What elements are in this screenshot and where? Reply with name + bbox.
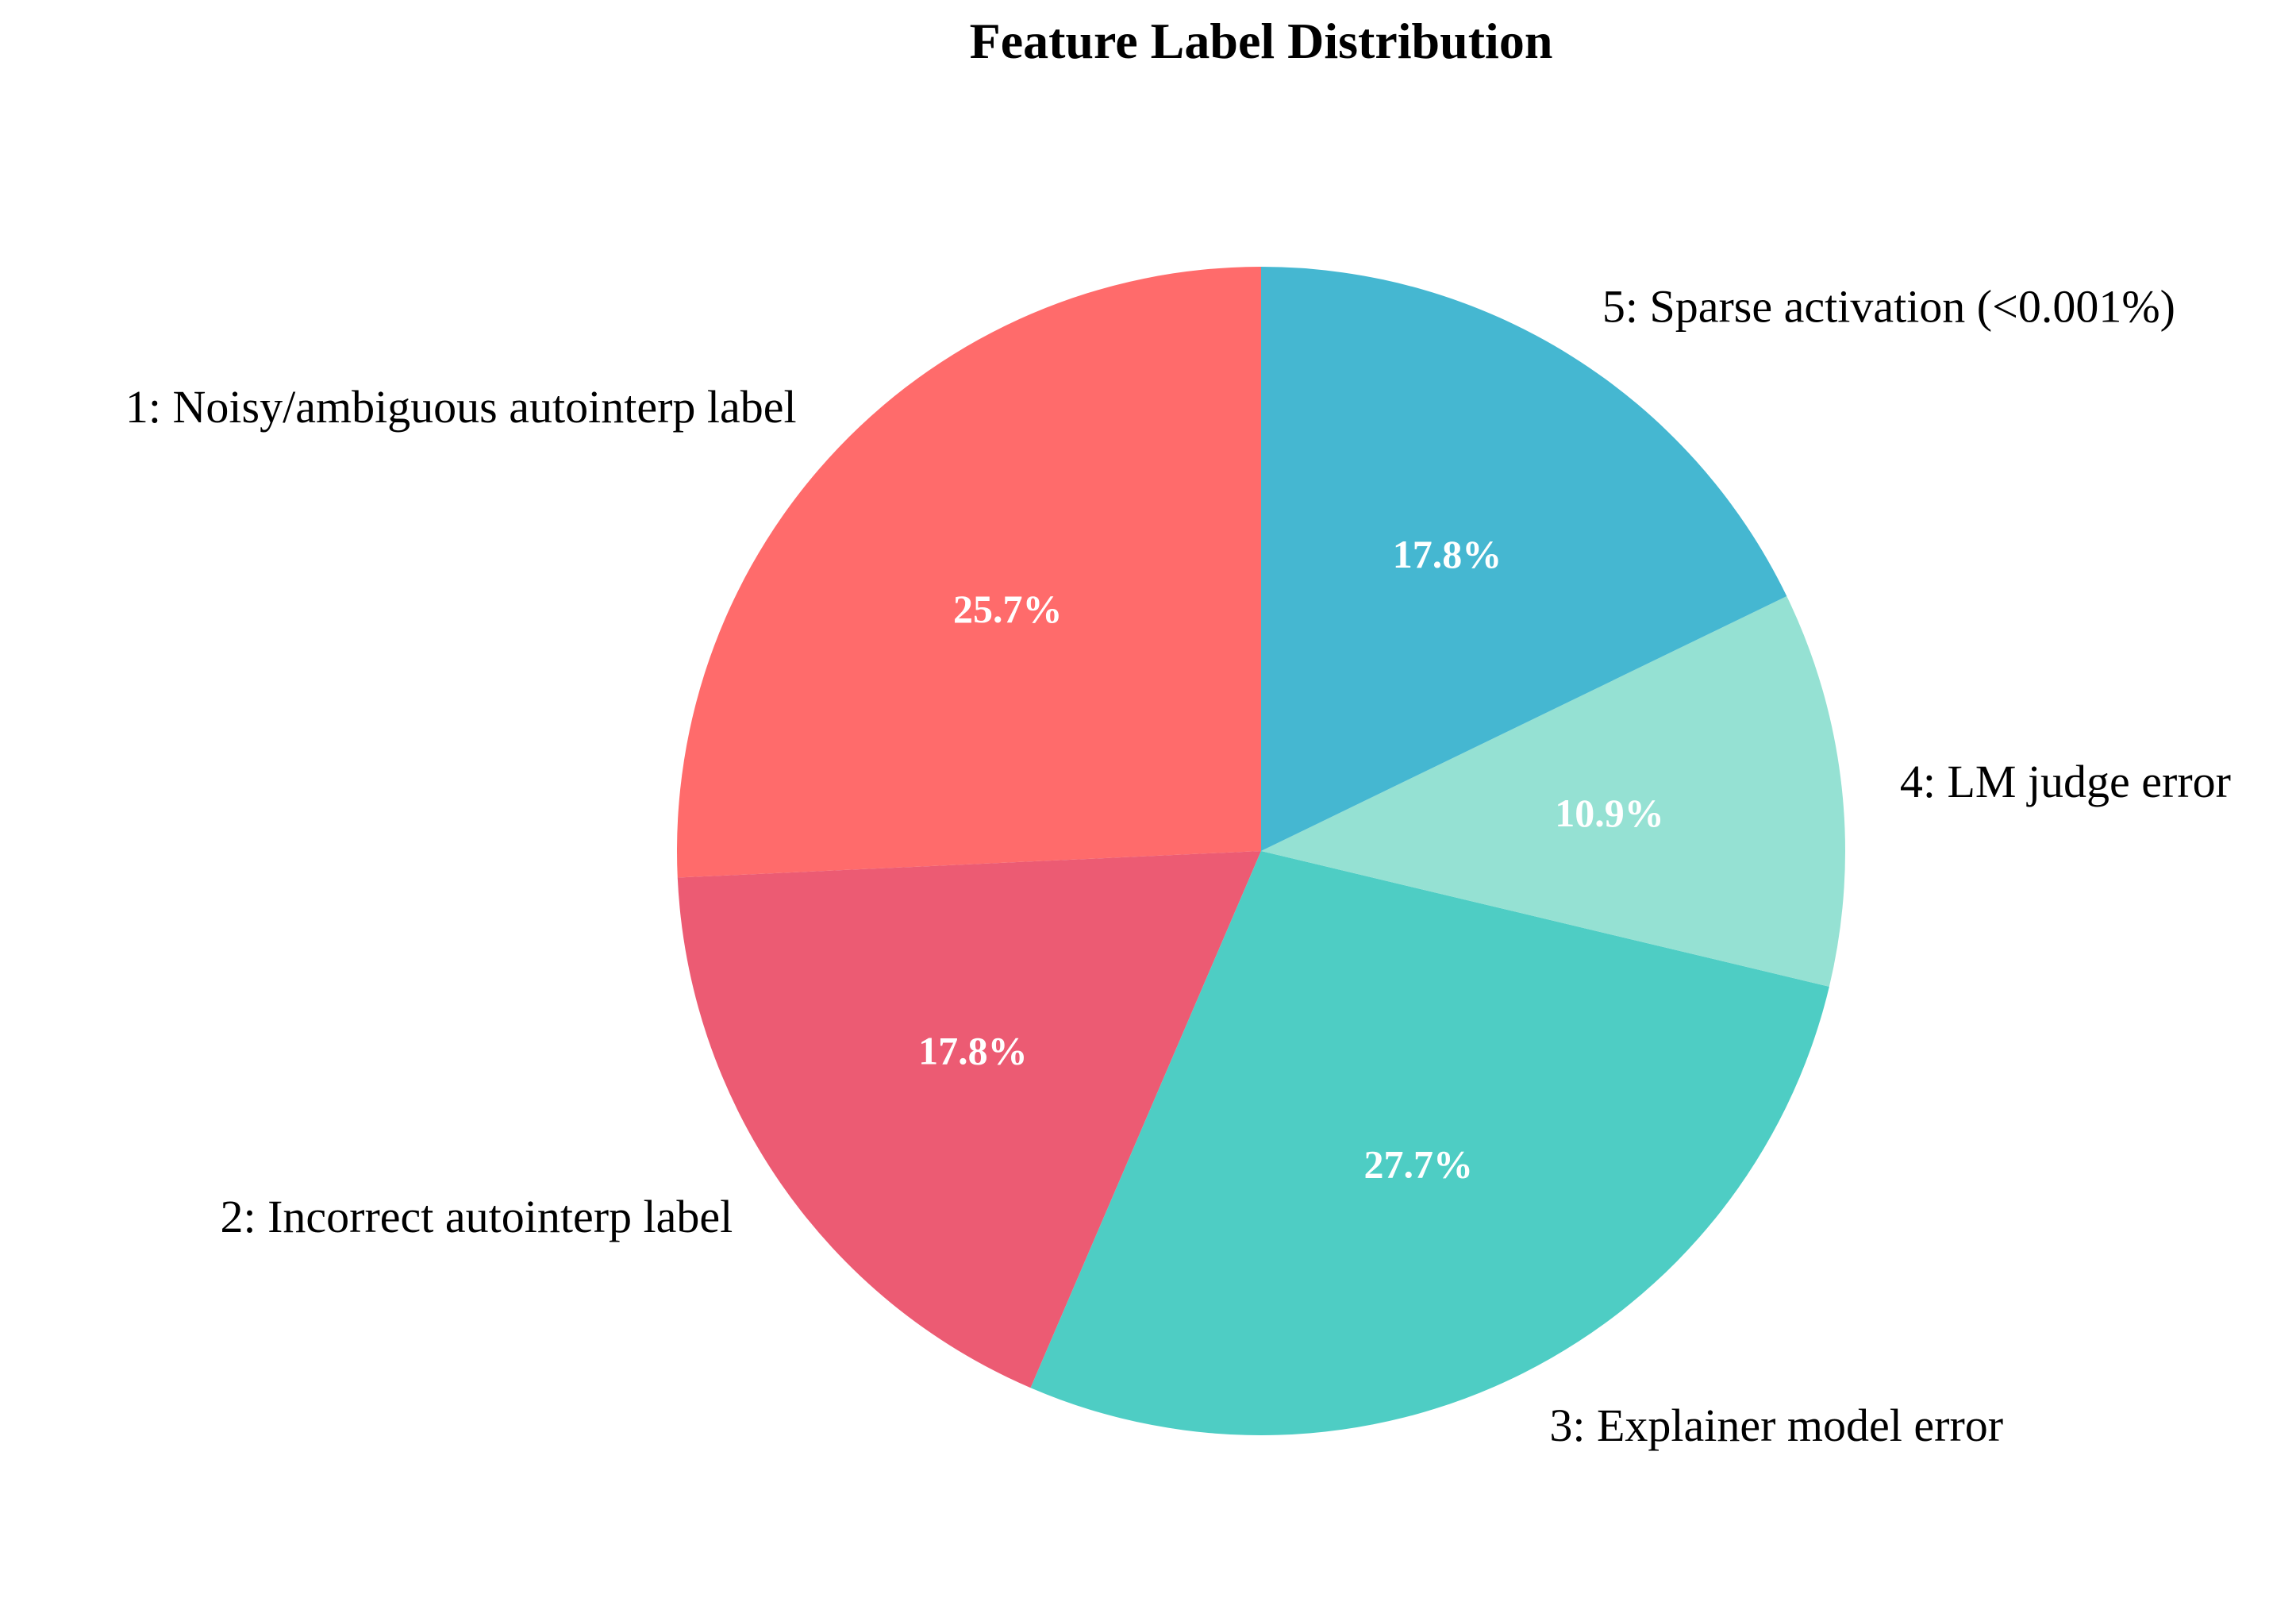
pie-slice-2-label: 2: Incorrect autointerp label [221, 1191, 733, 1242]
pie-slice-3-label: 3: Explainer model error [1549, 1400, 2003, 1451]
pie-slice-5-percentage: 17.8% [1393, 532, 1502, 576]
pie-slice-1-label: 1: Noisy/ambiguous autointerp label [125, 381, 797, 433]
pie-slice-4-percentage: 10.9% [1555, 791, 1664, 835]
pie-slice-5 [1261, 267, 1787, 851]
chart-title: Feature Label Distribution [970, 13, 1553, 69]
pie-slice-4-label: 4: LM judge error [1900, 756, 2231, 807]
pie-slice-3 [1030, 851, 1829, 1436]
pie-slice-3-percentage: 27.7% [1363, 1142, 1473, 1187]
pie-percentage-labels: 25.7% 17.8% 27.7% 10.9% 17.8% [918, 532, 1664, 1187]
pie-slices [677, 267, 1845, 1436]
pie-slice-1-percentage: 25.7% [953, 587, 1063, 631]
pie-slice-2 [677, 851, 1261, 1388]
pie-slice-4 [1261, 596, 1845, 987]
pie-slice-5-label: 5: Sparse activation (<0.001%) [1602, 280, 2175, 332]
pie-slice-2-percentage: 17.8% [918, 1028, 1028, 1072]
pie-category-labels: 1: Noisy/ambiguous autointerp label 2: In… [125, 280, 2231, 1451]
pie-slice-1 [677, 267, 1261, 878]
